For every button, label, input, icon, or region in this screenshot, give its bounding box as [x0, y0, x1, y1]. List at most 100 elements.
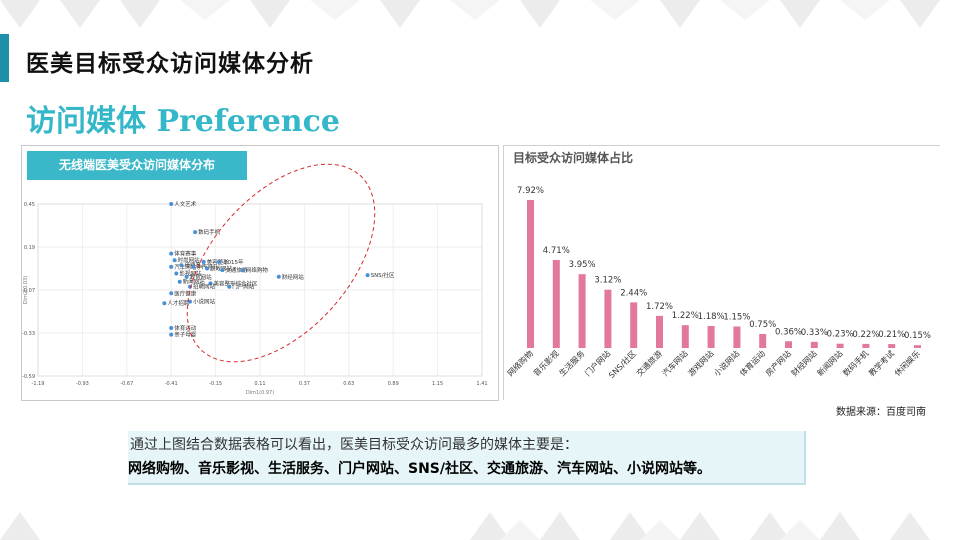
bar: [733, 326, 741, 348]
scatter-x-tick: -0.67: [120, 381, 133, 387]
page-title: 医美目标受众访问媒体分析: [26, 51, 314, 77]
scatter-point-label: 人才招聘: [167, 299, 190, 307]
bar-category-label: 体育运动: [737, 348, 767, 378]
bar: [552, 259, 560, 348]
bar-category-label: 汽车网站: [660, 348, 690, 378]
scatter-x-tick: -1.19: [32, 381, 45, 387]
scatter-x-tick: 0.37: [299, 381, 310, 387]
bar-value-label: 7.92%: [517, 186, 544, 196]
scatter-x-tick: 0.63: [343, 381, 354, 387]
bar-value-label: 1.22%: [672, 311, 699, 321]
scatter-y-tick: 0.19: [24, 245, 35, 251]
bar-value-label: 2.44%: [620, 288, 647, 298]
scatter-point-label: 体育运动: [174, 324, 197, 332]
scatter-point: [276, 274, 281, 279]
scatter-point-label: 时尚网站: [178, 256, 201, 264]
scatter-chart-title: 无线端医美受众访问媒体分布: [27, 151, 247, 180]
bar-chart-panel: [503, 145, 940, 400]
bar-value-label: 0.21%: [878, 330, 905, 340]
section-title: 访问媒体 Preference: [26, 104, 340, 139]
scatter-point: [220, 268, 225, 273]
scatter-point-label: 影视网站: [179, 269, 202, 277]
scatter-y-tick: -0.07: [22, 288, 35, 294]
bar-category-label: SNS/社区: [606, 348, 638, 380]
bar-category-label: 新闻网站: [815, 348, 845, 378]
scatter-point: [201, 259, 206, 264]
scatter-point-label: -2015年: [222, 258, 244, 266]
bar-value-label: 0.23%: [827, 330, 854, 340]
bar-category-label: 数码手机: [841, 348, 871, 378]
scatter-point: [187, 299, 192, 304]
scatter-plot-frame: [37, 203, 483, 377]
bar-category-label: 音乐影视: [531, 348, 561, 378]
scatter-point-label: 门户网站: [232, 283, 255, 291]
bar-category-label: 休闲娱乐: [892, 348, 922, 378]
bar: [656, 315, 663, 348]
scatter-point: [169, 202, 174, 206]
scatter-point: [169, 326, 174, 331]
scatter-point: [240, 268, 245, 273]
bar: [630, 302, 638, 348]
scatter-x-tick: -0.15: [209, 381, 222, 387]
bar-chart-title: 目标受众访问媒体占比: [513, 151, 634, 165]
scatter-x-tick: 1.41: [476, 381, 487, 387]
scatter-point: [365, 273, 370, 278]
scatter-y-axis-label: Dim2(0.03): [23, 276, 29, 304]
bar: [707, 325, 715, 348]
bar-chart: 7.92%网络购物4.71%音乐影视3.95%生活服务3.12%门户网站2.44…: [505, 186, 931, 380]
bar: [914, 345, 921, 348]
bar-category-label: 网络购物: [505, 348, 535, 378]
bottom-decoration: [0, 512, 930, 540]
bar: [681, 325, 689, 348]
scatter-point-label: 财经网站: [282, 273, 305, 281]
bar-category-label: 小说网站: [712, 348, 742, 378]
scatter-chart: -1.19 -0.93 -0.67 -0.41 -0.15 0.11 0.37 0.63 0.8…: [22, 163, 488, 396]
scatter-point: [191, 264, 196, 269]
bar-value-label: 1.15%: [723, 313, 750, 323]
bar-value-label: 4.71%: [543, 246, 570, 256]
bar-category-label: 财经网站: [789, 348, 819, 378]
conclusion-list: 网络购物、音乐影视、生活服务、门户网站、SNS/社区、交通旅游、汽车网站、小说网…: [128, 461, 711, 477]
bar: [836, 343, 844, 348]
bar: [810, 341, 818, 348]
scatter-x-tick: 1.15: [432, 381, 443, 387]
scatter-point-label: 亲子母婴: [174, 331, 197, 339]
bar-category-label: 生活服务: [557, 348, 587, 378]
scatter-x-tick: 0.89: [388, 381, 399, 387]
bar: [759, 333, 767, 348]
scatter-x-tick: -0.93: [76, 381, 89, 387]
bar-value-label: 0.22%: [852, 330, 879, 340]
scatter-point-label: 小说网站: [193, 298, 216, 306]
scatter-y-tick: 0.45: [24, 202, 35, 208]
top-decoration: [0, 0, 940, 28]
bar-category-label: 交通旅游: [634, 348, 664, 378]
scatter-point: [205, 266, 210, 271]
title-accent-bar: [0, 34, 9, 82]
bar-value-label: 0.36%: [775, 327, 802, 337]
scatter-point: [169, 264, 174, 269]
scatter-x-axis-label: Dim1(0.97): [246, 390, 274, 396]
scatter-point: [193, 230, 198, 235]
bar-value-label: 0.75%: [749, 320, 776, 330]
scatter-point: [169, 291, 174, 296]
scatter-y-tick: -0.33: [22, 331, 35, 337]
scatter-point-label: SNS/社区: [371, 271, 395, 279]
bar-value-label: 1.72%: [646, 302, 673, 312]
bar: [785, 341, 792, 348]
bar: [604, 289, 612, 348]
bar-value-label: 0.33%: [801, 328, 828, 338]
scatter-y-tick: -0.59: [22, 374, 35, 380]
conclusion-box: [128, 431, 806, 485]
scatter-point-label: 新闻网站: [183, 278, 206, 286]
bar-category-label: 游戏网站: [686, 348, 716, 378]
scatter-point-label: 母婴育儿: [184, 261, 207, 269]
bar: [578, 274, 586, 348]
data-source: 数据来源：百度司南: [836, 407, 926, 418]
scatter-point-label: 网络购物: [246, 266, 269, 274]
scatter-point: [208, 281, 213, 286]
scatter-point-label: 教育网站: [190, 273, 213, 281]
scatter-point: [184, 274, 189, 279]
scatter-point-label: 汽车网站: [174, 263, 197, 271]
bar: [527, 200, 534, 348]
scatter-point-label: 美容整形综合社区: [213, 279, 258, 287]
